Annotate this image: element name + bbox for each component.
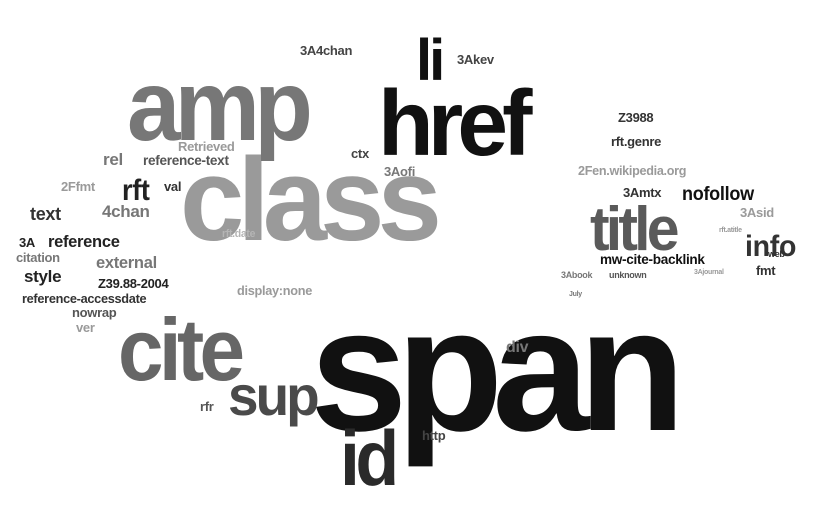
word-web: web: [767, 249, 785, 259]
word-ver: ver: [76, 320, 95, 335]
word-3amtx: 3Amtx: [623, 185, 662, 200]
word-rft: rft: [122, 174, 150, 208]
word-span: span: [310, 273, 676, 468]
word-nofollow: nofollow: [682, 183, 755, 205]
word-display-none: display:none: [237, 283, 312, 298]
word-val: val: [164, 179, 181, 194]
word-3akev: 3Akev: [457, 52, 495, 67]
word-z3988: Z3988: [618, 110, 653, 125]
word-3ajournal: 3Ajournal: [694, 269, 724, 276]
word-rft-atitle: rft.atitle: [719, 227, 742, 234]
word-3a4chan: 3A4chan: [300, 43, 352, 58]
word-info: info: [745, 230, 796, 263]
word-reference-text: reference-text: [143, 153, 229, 168]
word-style: style: [24, 267, 61, 286]
word-3abook: 3Abook: [561, 270, 593, 280]
word-retrieved: Retrieved: [178, 139, 235, 154]
word-4chan: 4chan: [102, 202, 150, 221]
word-rft-date: rft.date: [222, 228, 255, 240]
word-div: div: [506, 339, 529, 356]
word-text: text: [30, 204, 61, 224]
word-title: title: [590, 194, 678, 264]
word-3a: 3A: [19, 235, 36, 250]
word-href: href: [378, 71, 533, 175]
word-nowrap: nowrap: [72, 305, 117, 320]
word-rfr: rfr: [200, 399, 214, 414]
word-reference: reference: [48, 232, 120, 251]
word-amp: amp: [127, 49, 309, 161]
word-rel: rel: [103, 150, 123, 169]
word-citation: citation: [16, 250, 60, 265]
word-cite: cite: [118, 301, 243, 399]
word-2fen-wikipedia-org: 2Fen.wikipedia.org: [578, 163, 686, 178]
word-reference-accessdate: reference-accessdate: [22, 291, 146, 306]
word-2ffmt: 2Ffmt: [61, 179, 96, 194]
word-rft-genre: rft.genre: [611, 134, 661, 149]
word-unknown: unknown: [609, 270, 646, 280]
word-li: li: [416, 28, 442, 93]
word-ctx: ctx: [351, 146, 370, 161]
word-3aofi: 3Aofi: [384, 164, 415, 179]
word-external: external: [96, 253, 157, 272]
word-class: class: [180, 133, 438, 265]
word-fmt: fmt: [756, 263, 776, 278]
word-mw-cite-backlink: mw-cite-backlink: [600, 252, 705, 267]
word-id: id: [340, 414, 395, 501]
word-z39-88-2004: Z39.88-2004: [98, 276, 169, 291]
word-sup: sup: [228, 364, 318, 427]
word-3asid: 3Asid: [740, 205, 774, 220]
word-july: July: [569, 291, 582, 298]
word-http: http: [422, 428, 446, 443]
